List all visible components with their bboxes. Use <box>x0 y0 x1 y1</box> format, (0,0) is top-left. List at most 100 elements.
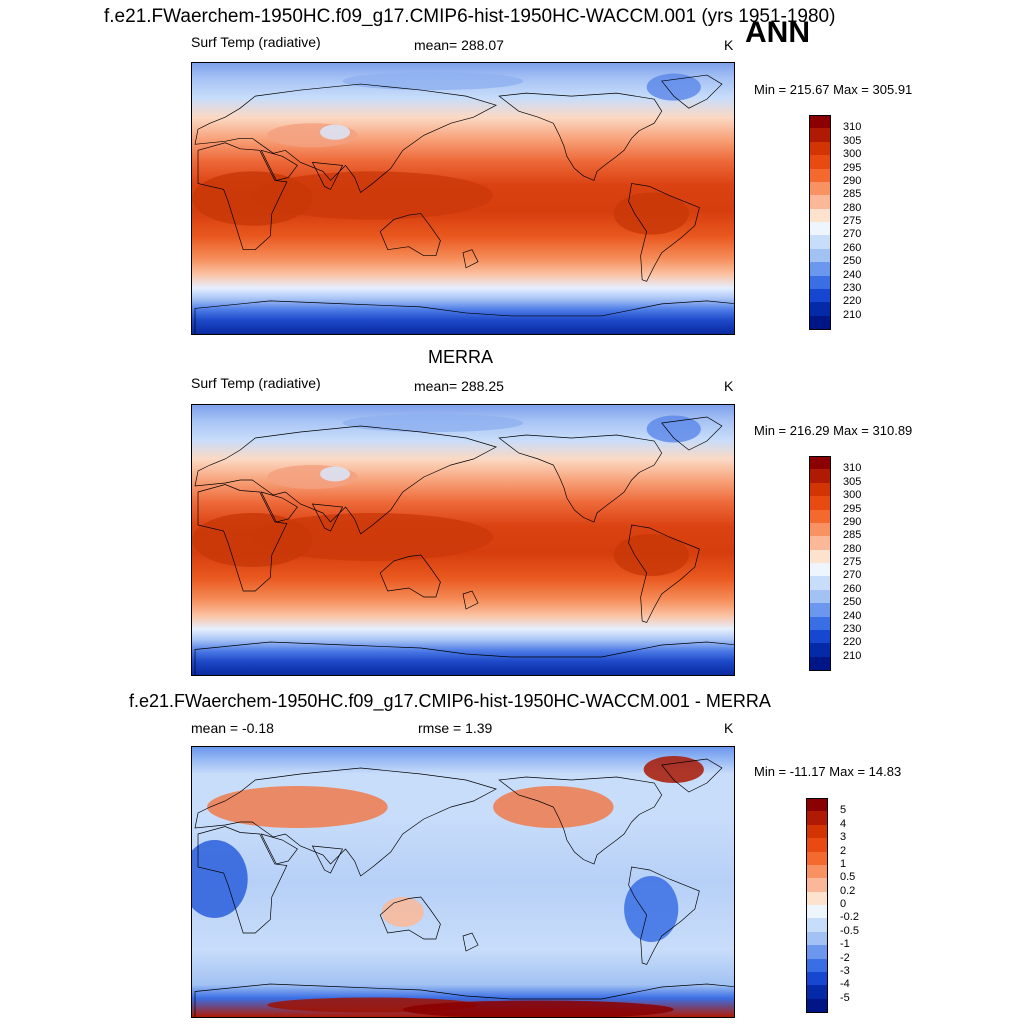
colorbar-tick-label: 295 <box>843 502 862 515</box>
field-anomaly <box>319 466 351 482</box>
panel-2-colorbar: 310 305 300 295 290 285 280 275 270 260 250 240 230 2… <box>809 456 889 671</box>
panel-3-mean-label: mean = -0.18 <box>191 720 274 736</box>
panel-3-minmax: Min = -11.17 Max = 14.83 <box>754 764 902 779</box>
colorbar-swatch <box>809 262 831 276</box>
colorbar-swatch <box>809 563 831 577</box>
colorbar-swatch <box>806 798 828 812</box>
coastline-india <box>311 845 344 874</box>
colorbar-tick-label: 220 <box>843 295 862 308</box>
field-anomaly <box>252 513 494 561</box>
panel-1-colorbar: 310 305 300 295 290 285 280 275 270 260 250 240 230 2… <box>809 115 889 330</box>
coastline-arabia <box>260 833 298 865</box>
colorbar-swatch <box>806 998 828 1013</box>
colorbar-tick-label: 230 <box>843 622 862 635</box>
field-anomaly <box>342 414 524 432</box>
colorbar-swatch <box>806 891 828 906</box>
map-svg <box>192 405 734 675</box>
field-anomaly <box>402 1000 674 1017</box>
colorbar-tick-label: 0.2 <box>840 884 856 897</box>
coastline-australia <box>379 554 441 598</box>
colorbar-tick-label: 220 <box>843 636 862 649</box>
panel-2-title: MERRA <box>428 347 494 367</box>
colorbar-tick-label: 280 <box>843 201 862 214</box>
colorbar-tick-label: 0 <box>840 898 847 910</box>
colorbar-swatch <box>806 918 828 933</box>
colorbar-swatch <box>809 496 831 510</box>
colorbar-swatch <box>806 905 828 919</box>
season-label: ANN <box>745 16 810 49</box>
colorbar-swatch <box>809 235 831 250</box>
panel-2-units-label: K <box>724 378 734 394</box>
coastline-greenland <box>661 758 723 793</box>
coastline-nz <box>462 249 479 269</box>
colorbar-swatch <box>809 195 831 210</box>
coastline-antarctica <box>194 641 734 675</box>
colorbar-tick-label: -0.2 <box>840 911 859 924</box>
colorbar-swatch <box>809 248 831 263</box>
main-title: f.e21.FWaerchem-1950HC.f09_g17.CMIP6-his… <box>104 6 836 27</box>
panel-2-map <box>191 404 735 676</box>
colorbar-swatch <box>806 931 828 946</box>
coastline-arabia <box>260 149 298 181</box>
colorbar-swatch <box>809 128 831 143</box>
field-anomaly <box>613 192 689 235</box>
coastline-namerica <box>498 434 663 523</box>
colorbar-tick-label: 2 <box>840 844 847 857</box>
colorbar-swatch <box>809 616 831 631</box>
colorbar-tick-label: 230 <box>843 281 862 294</box>
colorbar-tick-label: 240 <box>843 609 862 622</box>
coastline-nz <box>462 590 479 610</box>
coastline-samerica <box>628 183 700 282</box>
colorbar-swatch <box>809 302 831 317</box>
colorbar-tick-label: 285 <box>843 529 862 542</box>
colorbar-tick-label: -3 <box>840 964 850 977</box>
coastline-samerica <box>628 866 700 965</box>
panel-3-units-label: K <box>724 720 734 736</box>
panel-1-minmax: Min = 215.67 Max = 305.91 <box>754 82 913 97</box>
field-anomaly <box>192 840 248 918</box>
colorbar-tick-label: -4 <box>840 978 850 991</box>
colorbar-tick-label: 1 <box>840 857 847 870</box>
field-anomaly <box>613 534 689 576</box>
panel-3-map <box>191 746 735 1018</box>
coastline-eurasia <box>194 83 498 194</box>
field-anomaly <box>192 513 313 567</box>
coastline-arabia <box>260 491 298 523</box>
colorbar-swatch <box>809 482 831 497</box>
colorbar-tick-label: 210 <box>843 308 862 321</box>
colorbar-swatch <box>809 576 831 591</box>
colorbar-swatch <box>806 958 828 973</box>
colorbar-tick-label: 300 <box>843 148 862 161</box>
colorbar-tick-label: 310 <box>843 121 862 134</box>
colorbar-tick-label: 275 <box>843 215 862 227</box>
colorbar-tick-label: 270 <box>843 569 862 582</box>
panel-3-title: f.e21.FWaerchem-1950HC.f09_g17.CMIP6-his… <box>129 691 771 711</box>
colorbar-tick-label: 3 <box>840 831 847 844</box>
coastline-eurasia <box>194 425 498 535</box>
panel-1-map <box>191 62 735 335</box>
coastline-samerica <box>628 524 700 623</box>
colorbar-swatch <box>806 945 828 959</box>
panel-3-rmse-label: rmse = 1.39 <box>418 720 493 736</box>
colorbar-swatch <box>806 838 828 852</box>
field-anomaly <box>624 876 679 942</box>
coastline-india <box>311 503 344 532</box>
colorbar-swatch <box>809 222 831 236</box>
colorbar-swatch <box>806 878 828 893</box>
colorbar-swatch <box>809 509 831 524</box>
colorbar-swatch <box>809 629 831 644</box>
panel-1-units-label: K <box>724 37 734 53</box>
field-anomaly <box>381 897 424 927</box>
panel-2-left-label: Surf Temp (radiative) <box>191 375 321 391</box>
panel-3-colorbar: 5 4 3 2 1 0.5 0.2 0 -0.2 -0.5 -1 -2 -3 -4 -5 <box>806 798 886 1013</box>
coastline-nz <box>462 932 479 952</box>
colorbar-swatch <box>809 115 831 129</box>
coastline-antarctica <box>194 983 734 1017</box>
colorbar-tick-label: 210 <box>843 649 862 662</box>
field-anomaly <box>342 72 524 91</box>
colorbar-tick-label: -1 <box>840 938 850 951</box>
colorbar-swatch <box>806 811 828 826</box>
colorbar-swatch <box>809 168 831 183</box>
map-svg <box>192 747 734 1017</box>
colorbar-tick-label: 305 <box>843 134 862 147</box>
